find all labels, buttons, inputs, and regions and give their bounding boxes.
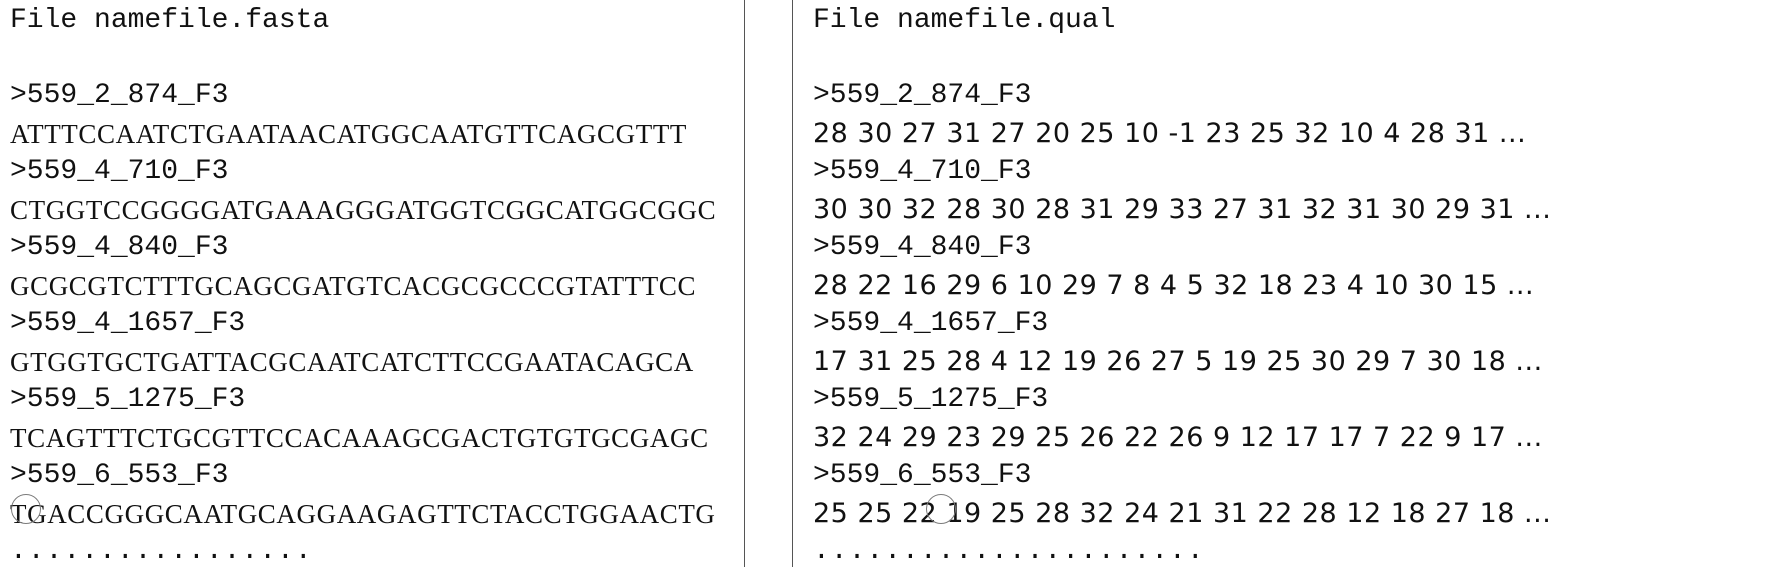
qual-record-scores: 28 30 27 31 27 20 25 10 -1 23 25 32 10 4… [813,118,1527,149]
qual-record-scores: 17 31 25 28 4 12 19 26 27 5 19 25 30 29 … [813,346,1543,377]
fasta-record-sequence: ATTTCCAATCTGAATAACATGGCAATGTTCAGCGTTT [10,119,688,149]
qual-file-panel: File namefile.qual >559_2_874_F3 28 30 2… [793,0,1776,567]
qual-file-title: File namefile.qual [813,5,1116,36]
left-panel-divider [744,0,745,567]
qual-record-list: >559_2_874_F3 28 30 27 31 27 20 25 10 -1… [793,77,1551,567]
fasta-record-list: >559_2_874_F3 ATTTCCAATCTGAATAACATGGCAAT… [0,77,716,567]
qual-record-header: >559_4_840_F3 [813,232,1032,263]
fasta-record-header: >559_5_1275_F3 [10,384,246,415]
qual-record-scores: 32 24 29 23 29 25 26 22 26 9 12 17 17 7 … [813,422,1543,453]
qual-record-scores: 25 25 22 19 25 28 32 24 21 31 22 28 12 1… [813,498,1552,529]
qual-continuation-dots: ...................... [813,536,1205,567]
fasta-record-header: >559_4_710_F3 [10,156,229,187]
qual-record-header: >559_5_1275_F3 [813,384,1049,415]
qual-record-scores: 30 30 32 28 30 28 31 29 33 27 31 32 31 3… [813,194,1552,225]
right-panel-divider [792,0,793,567]
fasta-record-sequence: GTGGTGCTGATTACGCAATCATCTTCCGAATACAGCA [10,347,694,377]
qual-record-header: >559_2_874_F3 [813,80,1032,111]
fasta-record-sequence: TCAGTTTCTGCGTTCCACAAAGCGACTGTGTGCGAGC [10,423,709,453]
fasta-record-sequence: GCGCGTCTTTGCAGCGATGTCACGCGCCCGTATTTCC [10,271,697,301]
qual-record-header: >559_6_553_F3 [813,460,1032,491]
qual-record-header: >559_4_1657_F3 [813,308,1049,339]
fasta-record-header: >559_2_874_F3 [10,80,229,111]
fasta-file-title: File namefile.fasta [10,5,330,36]
fasta-continuation-dots: ................. [10,536,313,567]
fasta-record-sequence: TGACCGGGCAATGCAGGAAGAGTTCTACCTGGAACTG [10,499,716,529]
fasta-record-sequence: CTGGTCCGGGGATGAAAGGGATGGTCGGCATGGCGGC [10,195,717,225]
fasta-record-header: >559_6_553_F3 [10,460,229,491]
fasta-record-header: >559_4_1657_F3 [10,308,246,339]
fasta-record-header: >559_4_840_F3 [10,232,229,263]
qual-record-header: >559_4_710_F3 [813,156,1032,187]
qual-record-scores: 28 22 16 29 6 10 29 7 8 4 5 32 18 23 4 1… [813,270,1535,301]
fasta-file-panel: File namefile.fasta >559_2_874_F3 ATTTCC… [0,0,744,567]
